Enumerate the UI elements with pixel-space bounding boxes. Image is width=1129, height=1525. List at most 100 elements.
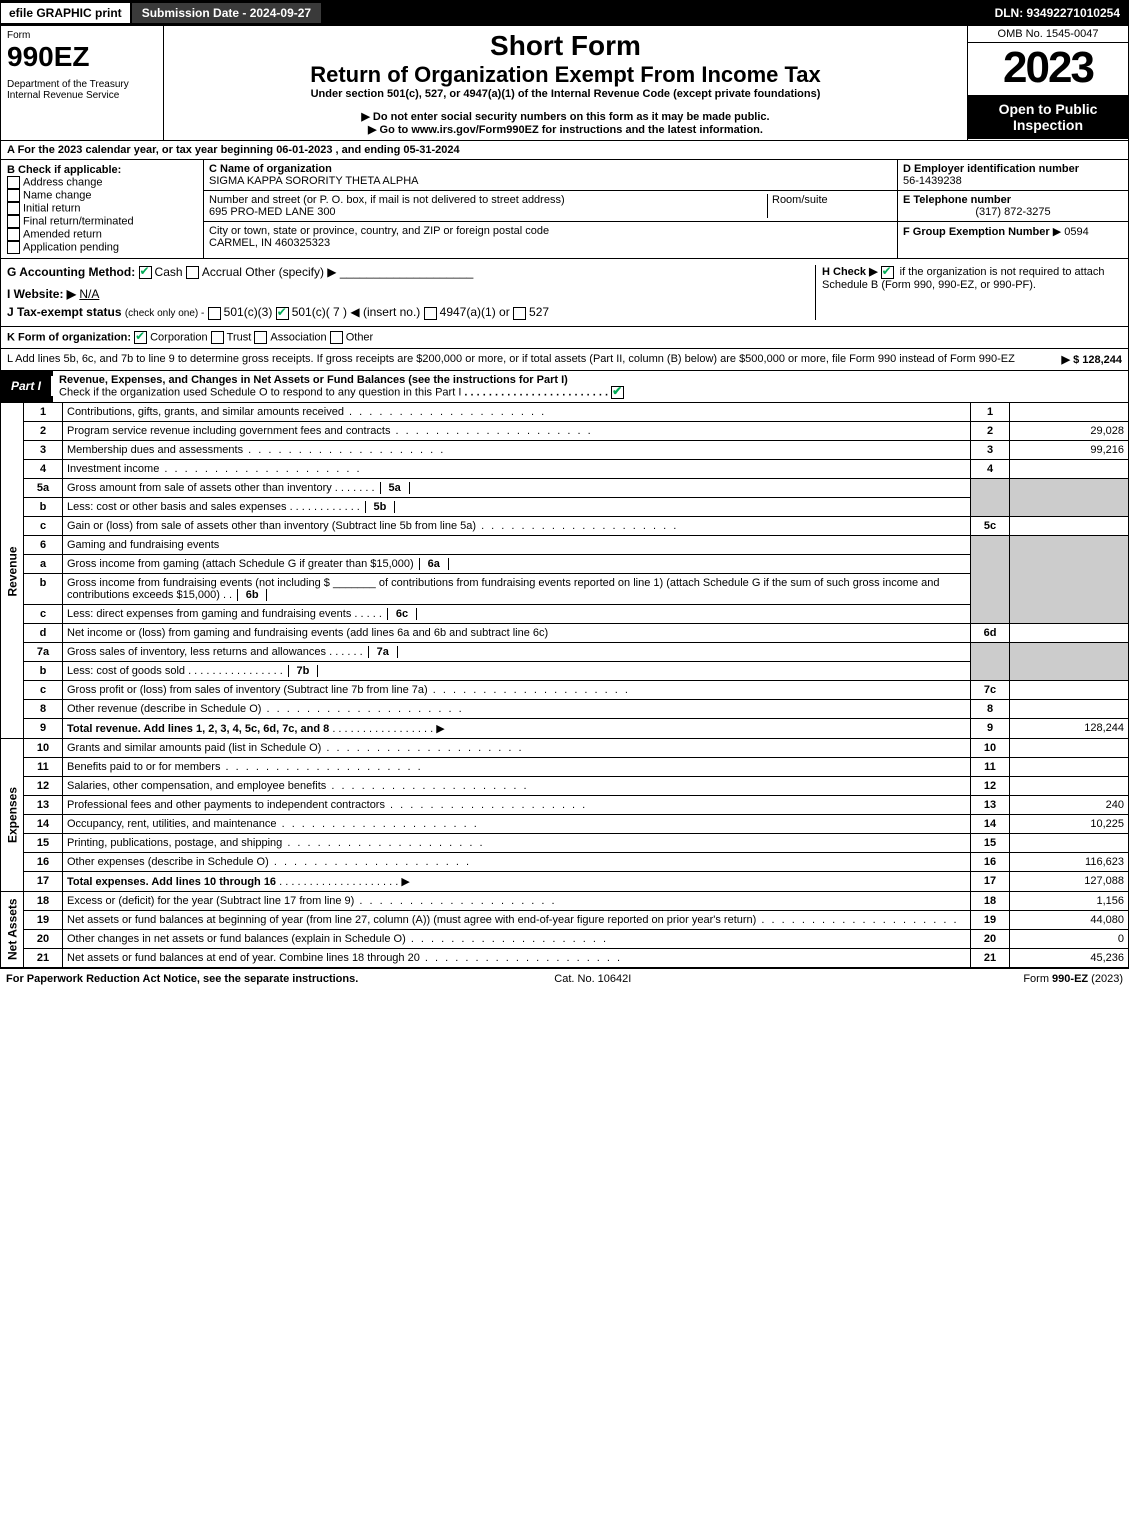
ein: 56-1439238: [903, 175, 1123, 187]
irs: Internal Revenue Service: [7, 90, 157, 101]
line-5b: Less: cost or other basis and sales expe…: [67, 501, 287, 513]
amt-10: [1010, 738, 1129, 757]
chk-corp[interactable]: [134, 331, 147, 344]
line-11: Benefits paid to or for members: [63, 757, 971, 776]
chk-part1[interactable]: [611, 386, 624, 399]
j-o4: 527: [529, 305, 549, 319]
chk-h[interactable]: [881, 266, 894, 279]
line-10: Grants and similar amounts paid (list in…: [63, 738, 971, 757]
line-19: Net assets or fund balances at beginning…: [63, 910, 971, 929]
part1-sub: Check if the organization used Schedule …: [59, 386, 461, 398]
j-o3: 4947(a)(1) or: [440, 305, 510, 319]
chk-4947[interactable]: [424, 307, 437, 320]
form-number: 990EZ: [7, 41, 157, 73]
part1-header: Part I Revenue, Expenses, and Changes in…: [0, 371, 1129, 403]
chk-name[interactable]: [7, 189, 20, 202]
line-6b: Gross income from fundraising events (no…: [67, 577, 330, 589]
amt-6d: [1010, 623, 1129, 642]
subtitle-3: ▶ Go to www.irs.gov/Form990EZ for instru…: [170, 123, 961, 136]
city-label: City or town, state or province, country…: [209, 225, 892, 237]
chk-final[interactable]: [7, 215, 20, 228]
amt-19: 44,080: [1010, 910, 1129, 929]
amt-9: 128,244: [1010, 718, 1129, 738]
amt-11: [1010, 757, 1129, 776]
chk-cash[interactable]: [139, 266, 152, 279]
chk-501c[interactable]: [276, 307, 289, 320]
expenses-label: Expenses: [1, 738, 24, 891]
city: CARMEL, IN 460325323: [209, 237, 892, 249]
k-assoc: Association: [270, 331, 326, 343]
revenue-label: Revenue: [1, 403, 24, 739]
form-word: Form: [7, 30, 157, 41]
b-title: B Check if applicable:: [7, 164, 197, 176]
section-l: L Add lines 5b, 6c, and 7b to line 9 to …: [0, 349, 1129, 371]
chk-address[interactable]: [7, 176, 20, 189]
amt-8: [1010, 699, 1129, 718]
block-bcdef: B Check if applicable: Address change Na…: [0, 160, 1129, 259]
subtitle-2: ▶ Do not enter social security numbers o…: [170, 110, 961, 123]
section-c: C Name of organization SIGMA KAPPA SOROR…: [204, 160, 897, 258]
opt-address: Address change: [23, 176, 103, 188]
l-amt: ▶ $ 128,244: [1062, 353, 1122, 366]
opt-pending: Application pending: [23, 241, 119, 253]
h-text: H Check ▶: [822, 266, 878, 278]
netassets-label: Net Assets: [1, 891, 24, 967]
j-o1: 501(c)(3): [224, 305, 273, 319]
amt-5c: [1010, 516, 1129, 535]
line-21: Net assets or fund balances at end of ye…: [63, 948, 971, 967]
omb-number: OMB No. 1545-0047: [968, 26, 1128, 43]
footer: For Paperwork Reduction Act Notice, see …: [0, 968, 1129, 989]
line-6c: Less: direct expenses from gaming and fu…: [67, 608, 351, 620]
chk-trust[interactable]: [211, 331, 224, 344]
chk-501c3[interactable]: [208, 307, 221, 320]
footer-left: For Paperwork Reduction Act Notice, see …: [6, 973, 358, 985]
line-17: Total expenses. Add lines 10 through 16: [67, 876, 276, 888]
amt-13: 240: [1010, 795, 1129, 814]
line-2: Program service revenue including govern…: [63, 421, 971, 440]
dept: Department of the Treasury: [7, 79, 157, 90]
k-other: Other: [346, 331, 374, 343]
chk-pending[interactable]: [7, 241, 20, 254]
line-1: Contributions, gifts, grants, and simila…: [63, 403, 971, 422]
amt-18: 1,156: [1010, 891, 1129, 910]
line-5a: Gross amount from sale of assets other t…: [67, 482, 332, 494]
line-12: Salaries, other compensation, and employ…: [63, 776, 971, 795]
efile-print-button[interactable]: efile GRAPHIC print: [1, 3, 132, 23]
amt-17: 127,088: [1010, 871, 1129, 891]
amt-4: [1010, 459, 1129, 478]
line-13: Professional fees and other payments to …: [63, 795, 971, 814]
k-trust: Trust: [227, 331, 252, 343]
chk-other[interactable]: [330, 331, 343, 344]
chk-accrual[interactable]: [186, 266, 199, 279]
line-9: Total revenue. Add lines 1, 2, 3, 4, 5c,…: [67, 723, 329, 735]
room-label: Room/suite: [767, 194, 892, 218]
inspection-badge: Open to Public Inspection: [968, 95, 1128, 139]
tax-year: 2023: [968, 43, 1128, 93]
opt-amended: Amended return: [23, 228, 102, 240]
line-7a: Gross sales of inventory, less returns a…: [67, 646, 326, 658]
opt-initial: Initial return: [23, 202, 80, 214]
dln: DLN: 93492271010254: [987, 3, 1128, 23]
line-16: Other expenses (describe in Schedule O): [63, 852, 971, 871]
line-5c: Gain or (loss) from sale of assets other…: [63, 516, 971, 535]
footer-cat: Cat. No. 10642I: [554, 973, 631, 985]
org-name: SIGMA KAPPA SORORITY THETA ALPHA: [209, 175, 892, 187]
amt-16: 116,623: [1010, 852, 1129, 871]
top-bar: efile GRAPHIC print Submission Date - 20…: [0, 0, 1129, 26]
line-6d: Net income or (loss) from gaming and fun…: [63, 623, 971, 642]
chk-amended[interactable]: [7, 228, 20, 241]
group-exemption: ▶ 0594: [1053, 226, 1089, 238]
chk-assoc[interactable]: [254, 331, 267, 344]
amt-21: 45,236: [1010, 948, 1129, 967]
amt-7c: [1010, 680, 1129, 699]
amt-12: [1010, 776, 1129, 795]
chk-527[interactable]: [513, 307, 526, 320]
footer-right: Form 990-EZ (2023): [1023, 973, 1123, 985]
website: N/A: [79, 287, 99, 301]
g-accrual: Accrual: [202, 265, 242, 279]
k-corp: Corporation: [150, 331, 207, 343]
line-3: Membership dues and assessments: [63, 440, 971, 459]
j-tail: (check only one) -: [125, 308, 204, 319]
chk-initial[interactable]: [7, 202, 20, 215]
d-label: D Employer identification number: [903, 163, 1123, 175]
